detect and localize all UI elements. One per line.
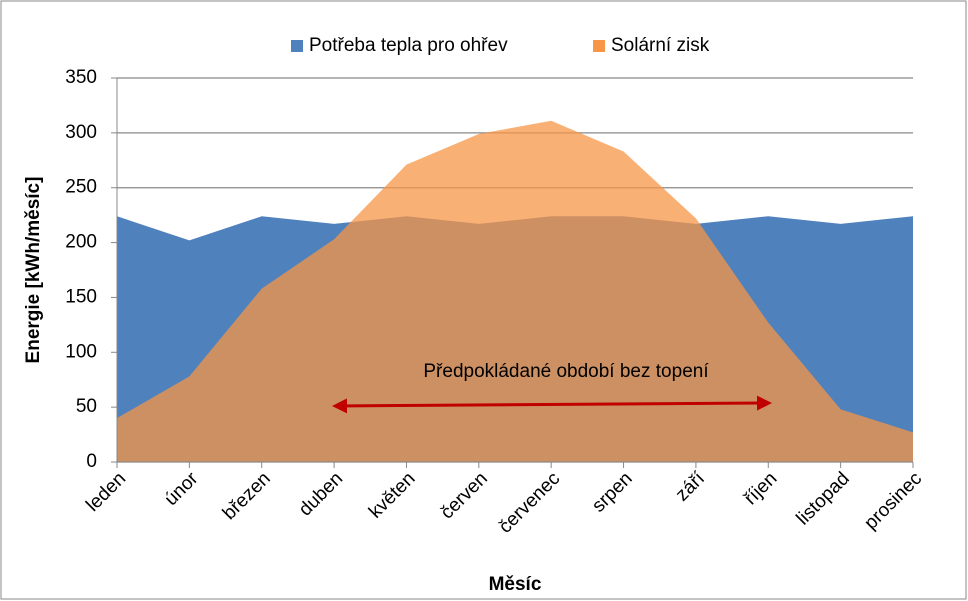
y-tick-label: 200 [65, 232, 97, 253]
x-axis-title: Měsíc [489, 574, 542, 595]
legend-swatch [593, 40, 605, 52]
y-tick-label: 150 [65, 286, 97, 307]
y-tick-label: 250 [65, 177, 97, 198]
area [117, 120, 913, 462]
y-axis-title: Energie [kWh/měsíc] [23, 177, 44, 364]
y-tick-label: 350 [65, 67, 97, 88]
annotation: Předpokládané období bez topení [423, 361, 709, 382]
annotation-arrow [332, 395, 772, 414]
legend-label: Potřeba tepla pro ohřev [309, 35, 508, 56]
y-tick-label: 0 [86, 451, 97, 472]
y-tick-label: 50 [76, 396, 97, 417]
y-tick-label: 100 [65, 341, 97, 362]
legend-label: Solární zisk [611, 35, 710, 56]
y-tick-label: 300 [65, 122, 97, 143]
legend-swatch [291, 40, 303, 52]
